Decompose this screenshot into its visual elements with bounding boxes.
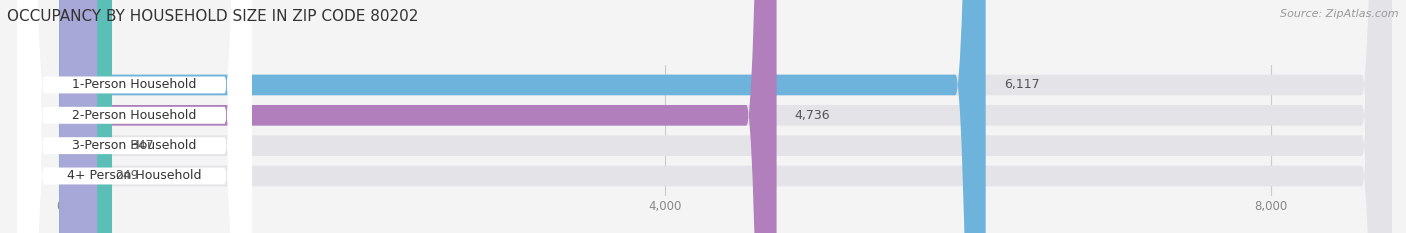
FancyBboxPatch shape xyxy=(17,0,252,233)
Text: OCCUPANCY BY HOUSEHOLD SIZE IN ZIP CODE 80202: OCCUPANCY BY HOUSEHOLD SIZE IN ZIP CODE … xyxy=(7,9,419,24)
FancyBboxPatch shape xyxy=(17,0,252,233)
Text: Source: ZipAtlas.com: Source: ZipAtlas.com xyxy=(1281,9,1399,19)
Text: 2-Person Household: 2-Person Household xyxy=(72,109,197,122)
Text: 3-Person Household: 3-Person Household xyxy=(72,139,197,152)
FancyBboxPatch shape xyxy=(59,0,112,233)
FancyBboxPatch shape xyxy=(17,0,252,233)
FancyBboxPatch shape xyxy=(59,0,776,233)
Text: 6,117: 6,117 xyxy=(1004,79,1039,92)
FancyBboxPatch shape xyxy=(59,0,986,233)
FancyBboxPatch shape xyxy=(59,0,1392,233)
Text: 1-Person Household: 1-Person Household xyxy=(72,79,197,92)
FancyBboxPatch shape xyxy=(59,0,1392,233)
Text: 4+ Person Household: 4+ Person Household xyxy=(67,169,201,182)
Text: 4,736: 4,736 xyxy=(794,109,831,122)
FancyBboxPatch shape xyxy=(59,0,1392,233)
FancyBboxPatch shape xyxy=(59,0,97,233)
Text: 347: 347 xyxy=(131,139,153,152)
Text: 249: 249 xyxy=(115,169,139,182)
FancyBboxPatch shape xyxy=(17,0,252,233)
FancyBboxPatch shape xyxy=(59,0,1392,233)
